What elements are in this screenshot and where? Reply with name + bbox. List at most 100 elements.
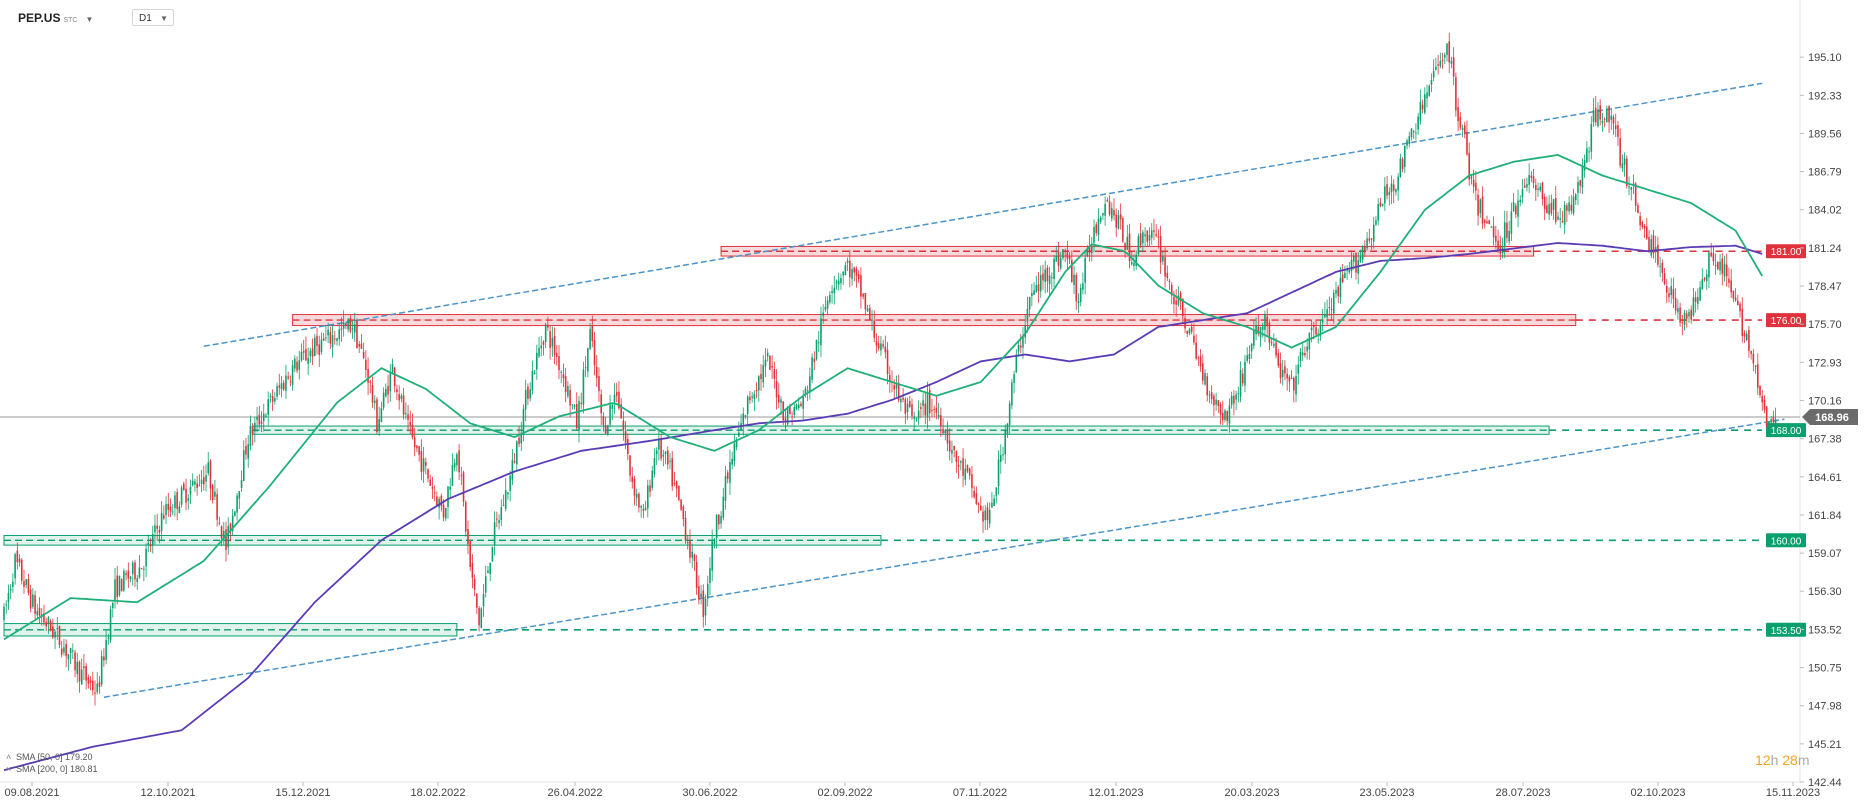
candle-up xyxy=(1084,257,1086,283)
candle-up xyxy=(1490,226,1493,228)
candle-down xyxy=(1066,252,1069,259)
candle-up xyxy=(214,491,216,497)
candle-up xyxy=(269,395,272,397)
candle-up xyxy=(1572,196,1575,214)
candle-down xyxy=(1543,196,1546,210)
close-icon[interactable]: × xyxy=(6,764,12,774)
candle-down xyxy=(1304,353,1306,356)
candle-up xyxy=(951,449,953,454)
candle-up xyxy=(1424,94,1426,113)
arrow-up-icon[interactable]: ˄ xyxy=(6,752,12,762)
candle-down xyxy=(893,385,896,390)
candle-down xyxy=(1634,183,1637,206)
candle-up xyxy=(347,319,349,330)
candle-down xyxy=(946,430,949,444)
candle-up xyxy=(118,575,121,596)
candle-up xyxy=(797,404,800,409)
candle-down xyxy=(1037,284,1040,292)
candle-down xyxy=(1754,365,1757,367)
candle-up xyxy=(1381,203,1384,206)
candle-down xyxy=(1661,262,1664,273)
candle-down xyxy=(411,424,414,438)
candle-down xyxy=(203,477,205,485)
y-tick-label: 150.75 xyxy=(1808,663,1842,675)
candle-up xyxy=(709,568,711,584)
candle-down xyxy=(1646,226,1648,239)
candle-up xyxy=(114,579,116,601)
candle-up xyxy=(76,661,79,674)
candle-up xyxy=(584,367,587,369)
candle-down xyxy=(1681,322,1684,324)
candle-up xyxy=(1417,116,1419,130)
candle-up xyxy=(1537,188,1539,190)
candle-down xyxy=(604,425,607,434)
candle-up xyxy=(5,604,8,606)
candle-up xyxy=(1235,394,1237,400)
timeframe-selector[interactable]: D1 ▼ xyxy=(132,9,174,26)
candle-up xyxy=(1033,290,1035,295)
candle-down xyxy=(1759,385,1761,396)
candle-down xyxy=(460,475,463,477)
candle-down xyxy=(158,529,161,533)
candle-down xyxy=(1364,246,1366,253)
candle-down xyxy=(1164,257,1166,277)
candle-down xyxy=(695,561,698,589)
symbol-suffix: STC xyxy=(63,17,78,24)
candle-down xyxy=(569,390,571,406)
candle-up xyxy=(1574,194,1577,201)
candle-down xyxy=(791,416,793,418)
candle-down xyxy=(1550,202,1553,214)
candle-down xyxy=(755,389,758,392)
candle-up xyxy=(1008,403,1011,425)
candle-down xyxy=(322,338,325,341)
candle-down xyxy=(407,414,409,420)
candle-down xyxy=(29,589,32,609)
candle-up xyxy=(267,399,269,415)
candle-down xyxy=(1019,345,1022,348)
candle-down xyxy=(1737,300,1739,306)
candle-down xyxy=(1492,226,1495,238)
symbol-selector[interactable]: PEP.US STC ▼ xyxy=(18,11,93,25)
candle-up xyxy=(171,511,174,513)
candle-down xyxy=(1652,235,1655,254)
candle-up xyxy=(1552,199,1555,210)
candle-down xyxy=(693,554,696,562)
last-price-tag xyxy=(1802,408,1858,425)
candle-down xyxy=(1725,264,1728,277)
candle-down xyxy=(888,374,891,381)
candle-up xyxy=(764,359,767,367)
candle-up xyxy=(178,506,181,513)
sma200-line xyxy=(3,242,1763,772)
candle-up xyxy=(207,462,210,474)
candle-up xyxy=(926,392,929,418)
candle-up xyxy=(1410,128,1413,138)
candle-down xyxy=(1202,363,1204,381)
candle-up xyxy=(1091,246,1093,254)
candle-down xyxy=(975,493,978,504)
candle-down xyxy=(1639,216,1641,226)
candle-up xyxy=(1697,297,1699,304)
candle-down xyxy=(1648,237,1650,252)
candle-up xyxy=(1099,217,1102,222)
candle-up xyxy=(1339,277,1342,297)
candle-down xyxy=(125,573,127,575)
candle-up xyxy=(1623,158,1626,165)
candle-up xyxy=(489,562,491,575)
chart-toolbar: PEP.US STC ▼ D1 ▼ xyxy=(0,0,1800,34)
candle-down xyxy=(260,421,263,424)
candle-up xyxy=(14,554,16,579)
candle-down xyxy=(1195,342,1197,359)
candle-down xyxy=(1608,106,1610,123)
candle-up xyxy=(1062,249,1064,259)
candle-up xyxy=(1079,287,1082,303)
candle-up xyxy=(742,413,745,425)
candle-down xyxy=(140,568,143,570)
candle-down xyxy=(431,486,434,489)
candle-down xyxy=(316,335,318,346)
candle-down xyxy=(1714,264,1717,266)
candle-up xyxy=(1577,181,1579,193)
candle-down xyxy=(34,595,36,614)
candle-down xyxy=(198,485,201,487)
